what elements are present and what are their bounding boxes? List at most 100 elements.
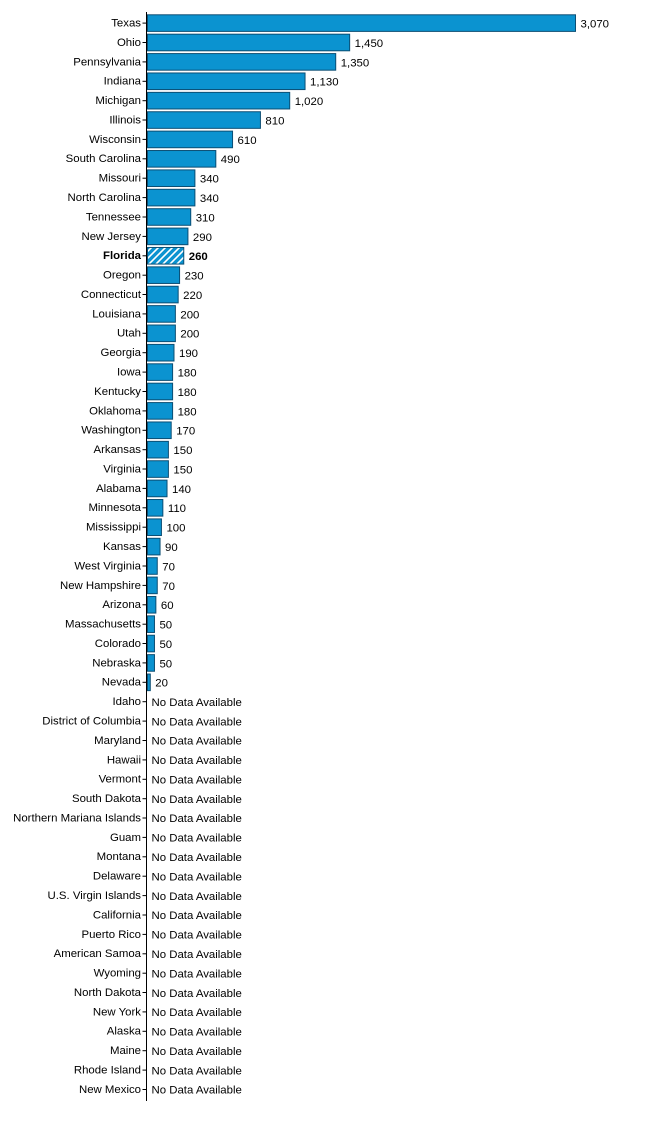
svg-text:District of Columbia: District of Columbia bbox=[42, 716, 141, 728]
svg-text:Indiana: Indiana bbox=[104, 76, 142, 88]
svg-text:Puerto Rico: Puerto Rico bbox=[81, 929, 141, 941]
svg-text:310: 310 bbox=[196, 212, 215, 224]
svg-text:Northern Mariana Islands: Northern Mariana Islands bbox=[13, 812, 141, 824]
svg-text:180: 180 bbox=[178, 387, 197, 399]
svg-text:Pennsylvania: Pennsylvania bbox=[73, 56, 141, 68]
svg-text:70: 70 bbox=[162, 561, 175, 573]
svg-text:490: 490 bbox=[221, 154, 240, 166]
svg-text:North Dakota: North Dakota bbox=[74, 987, 142, 999]
svg-text:610: 610 bbox=[238, 135, 257, 147]
svg-text:Maryland: Maryland bbox=[94, 735, 141, 747]
svg-text:Massachusetts: Massachusetts bbox=[65, 619, 141, 631]
svg-text:290: 290 bbox=[193, 232, 212, 244]
svg-text:Connecticut: Connecticut bbox=[81, 289, 142, 301]
svg-text:Virginia: Virginia bbox=[103, 463, 141, 475]
svg-text:South Dakota: South Dakota bbox=[72, 793, 142, 805]
svg-text:No Data Available: No Data Available bbox=[152, 1046, 242, 1058]
svg-text:Wisconsin: Wisconsin bbox=[89, 134, 141, 146]
svg-text:110: 110 bbox=[168, 503, 186, 515]
svg-text:50: 50 bbox=[159, 658, 172, 670]
svg-text:South Carolina: South Carolina bbox=[66, 153, 142, 165]
svg-text:New Hampshire: New Hampshire bbox=[60, 580, 141, 592]
svg-text:Georgia: Georgia bbox=[100, 347, 141, 359]
svg-text:No Data Available: No Data Available bbox=[152, 775, 242, 787]
svg-text:No Data Available: No Data Available bbox=[152, 1065, 242, 1077]
svg-text:No Data Available: No Data Available bbox=[152, 930, 242, 942]
svg-text:Michigan: Michigan bbox=[95, 95, 141, 107]
svg-text:Mississippi: Mississippi bbox=[86, 522, 141, 534]
svg-text:230: 230 bbox=[185, 271, 204, 283]
svg-text:No Data Available: No Data Available bbox=[152, 736, 242, 748]
svg-text:North Carolina: North Carolina bbox=[68, 192, 142, 204]
svg-text:No Data Available: No Data Available bbox=[152, 716, 242, 728]
svg-text:Kansas: Kansas bbox=[103, 541, 141, 553]
svg-text:No Data Available: No Data Available bbox=[152, 755, 242, 767]
svg-text:340: 340 bbox=[200, 193, 219, 205]
svg-text:810: 810 bbox=[265, 115, 284, 127]
svg-text:No Data Available: No Data Available bbox=[152, 794, 242, 806]
svg-text:200: 200 bbox=[180, 309, 199, 321]
svg-text:340: 340 bbox=[200, 174, 219, 186]
svg-text:Missouri: Missouri bbox=[99, 173, 141, 185]
svg-text:Montana: Montana bbox=[97, 851, 142, 863]
svg-text:Hawaii: Hawaii bbox=[107, 754, 141, 766]
svg-text:150: 150 bbox=[173, 445, 192, 457]
svg-text:100: 100 bbox=[166, 523, 185, 535]
svg-text:No Data Available: No Data Available bbox=[152, 852, 242, 864]
svg-text:1,020: 1,020 bbox=[295, 96, 324, 108]
svg-text:1,130: 1,130 bbox=[310, 77, 339, 89]
svg-text:Tennessee: Tennessee bbox=[86, 211, 141, 223]
svg-text:No Data Available: No Data Available bbox=[152, 1027, 242, 1039]
svg-text:American Samoa: American Samoa bbox=[54, 948, 142, 960]
svg-text:Alaska: Alaska bbox=[107, 1026, 142, 1038]
svg-text:60: 60 bbox=[161, 600, 174, 612]
svg-text:Utah: Utah bbox=[117, 328, 141, 340]
svg-text:220: 220 bbox=[183, 290, 202, 302]
svg-text:No Data Available: No Data Available bbox=[152, 813, 242, 825]
svg-text:170: 170 bbox=[176, 426, 195, 438]
svg-text:No Data Available: No Data Available bbox=[152, 968, 242, 980]
svg-text:Oklahoma: Oklahoma bbox=[89, 405, 142, 417]
svg-text:No Data Available: No Data Available bbox=[152, 988, 242, 1000]
svg-text:Idaho: Idaho bbox=[112, 696, 141, 708]
svg-text:Florida: Florida bbox=[103, 250, 142, 262]
svg-text:1,350: 1,350 bbox=[341, 57, 370, 69]
svg-text:No Data Available: No Data Available bbox=[152, 910, 242, 922]
svg-text:Alabama: Alabama bbox=[96, 483, 142, 495]
svg-text:190: 190 bbox=[179, 348, 198, 360]
svg-text:90: 90 bbox=[165, 542, 178, 554]
svg-text:No Data Available: No Data Available bbox=[152, 697, 242, 709]
svg-text:No Data Available: No Data Available bbox=[152, 833, 242, 845]
svg-text:200: 200 bbox=[180, 329, 199, 341]
svg-text:U.S. Virgin Islands: U.S. Virgin Islands bbox=[48, 890, 142, 902]
svg-text:Texas: Texas bbox=[111, 18, 141, 30]
svg-text:No Data Available: No Data Available bbox=[152, 1085, 242, 1097]
svg-text:No Data Available: No Data Available bbox=[152, 949, 242, 961]
svg-text:50: 50 bbox=[159, 639, 172, 651]
svg-text:140: 140 bbox=[172, 484, 191, 496]
svg-text:Rhode Island: Rhode Island bbox=[74, 1065, 141, 1077]
svg-text:Louisiana: Louisiana bbox=[92, 308, 141, 320]
svg-text:3,070: 3,070 bbox=[581, 19, 610, 31]
svg-text:No Data Available: No Data Available bbox=[152, 1007, 242, 1019]
svg-text:Wyoming: Wyoming bbox=[94, 968, 141, 980]
svg-text:Colorado: Colorado bbox=[95, 638, 141, 650]
svg-text:New Jersey: New Jersey bbox=[81, 231, 141, 243]
svg-text:No Data Available: No Data Available bbox=[152, 891, 242, 903]
svg-text:Illinois: Illinois bbox=[109, 114, 141, 126]
svg-text:Nevada: Nevada bbox=[102, 677, 142, 689]
svg-text:1,450: 1,450 bbox=[355, 38, 384, 50]
svg-text:Minnesota: Minnesota bbox=[88, 502, 141, 514]
svg-text:50: 50 bbox=[159, 620, 172, 632]
svg-text:Iowa: Iowa bbox=[117, 367, 142, 379]
svg-text:Washington: Washington bbox=[81, 425, 141, 437]
svg-text:Oregon: Oregon bbox=[103, 270, 141, 282]
svg-text:No Data Available: No Data Available bbox=[152, 871, 242, 883]
svg-text:Delaware: Delaware bbox=[93, 871, 141, 883]
svg-text:New York: New York bbox=[93, 1006, 141, 1018]
svg-text:Vermont: Vermont bbox=[99, 774, 142, 786]
svg-text:Nebraska: Nebraska bbox=[92, 657, 141, 669]
svg-text:70: 70 bbox=[162, 581, 175, 593]
svg-text:180: 180 bbox=[178, 406, 197, 418]
svg-text:New Mexico: New Mexico bbox=[79, 1084, 141, 1096]
